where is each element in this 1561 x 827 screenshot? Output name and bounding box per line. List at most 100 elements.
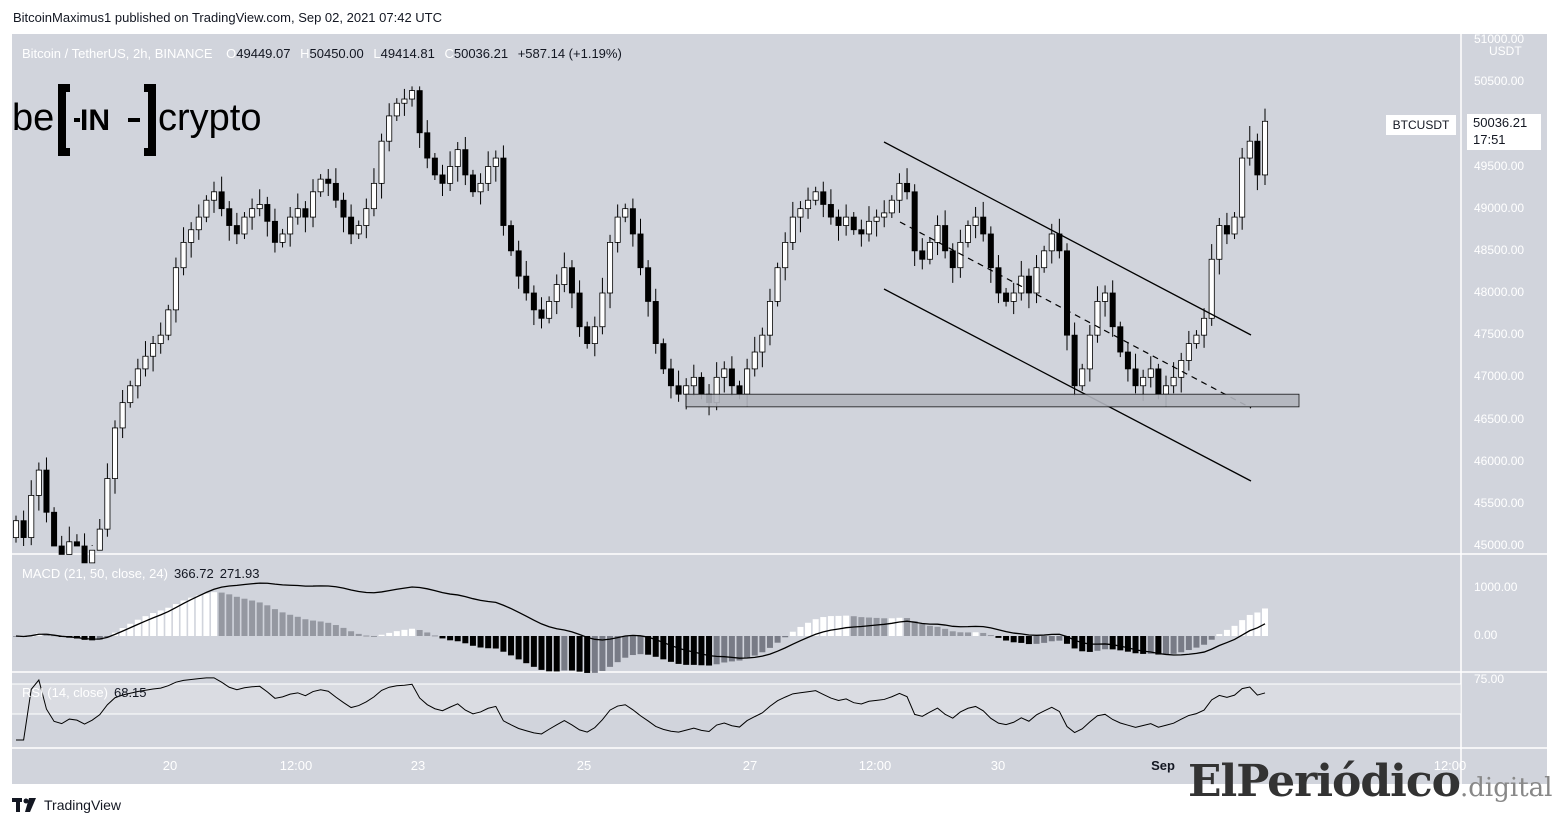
candle-down xyxy=(469,174,476,193)
candle-down xyxy=(942,225,949,252)
macd-histogram-bar xyxy=(660,636,667,660)
candle-up xyxy=(888,199,895,214)
macd-histogram-bar xyxy=(1201,636,1208,645)
currency-label: USDT xyxy=(1489,44,1522,58)
price-tick: 46500.00 xyxy=(1474,411,1525,426)
macd-histogram-bar xyxy=(1109,636,1116,650)
macd-histogram-bar xyxy=(211,592,218,636)
candle-down xyxy=(995,267,1002,294)
macd-histogram-bar xyxy=(1003,636,1010,641)
candle-up xyxy=(477,182,484,193)
macd-histogram-bar xyxy=(279,612,286,636)
candle-down xyxy=(538,309,545,319)
time-tick: 25 xyxy=(576,758,592,773)
macd-histogram-bar xyxy=(637,636,644,655)
last-price: 50036.21 xyxy=(1473,115,1528,130)
macd-histogram-bar xyxy=(622,636,629,658)
macd-histogram-bar xyxy=(873,617,880,636)
candle-up xyxy=(1079,368,1086,387)
candle-down xyxy=(698,376,705,395)
candle-down xyxy=(667,368,674,387)
macd-histogram-bar xyxy=(1254,612,1261,636)
price-tick: 51000.00 xyxy=(1474,32,1525,46)
macd-histogram-bar xyxy=(515,636,522,660)
legend-change: +587.14 (+1.19%) xyxy=(517,46,622,61)
price-tick: 48500.00 xyxy=(1474,242,1525,257)
candle-up xyxy=(378,140,385,184)
support-zone xyxy=(685,393,1300,408)
macd-histogram-bar xyxy=(553,636,560,672)
price-tick: 49500.00 xyxy=(1474,158,1525,173)
candle-up xyxy=(310,191,317,218)
candle-up xyxy=(492,157,499,167)
rsi-band xyxy=(12,684,1461,714)
macd-histogram-bar xyxy=(1063,636,1070,644)
legend-close: 50036.21 xyxy=(453,46,509,61)
symbol-tag: BTCUSDT xyxy=(1386,115,1456,135)
macd-histogram-bar xyxy=(675,636,682,664)
macd-histogram-bar xyxy=(188,597,195,636)
macd-histogram-bar xyxy=(1170,636,1177,654)
macd-histogram-bar xyxy=(1132,636,1139,654)
legend-low: 49414.81 xyxy=(380,46,435,61)
elperiodico-suffix: .digital xyxy=(1460,773,1553,803)
candle-up xyxy=(249,208,256,218)
macd-histogram-bar xyxy=(142,616,149,636)
macd-histogram-bar xyxy=(1140,636,1147,654)
candle-down xyxy=(500,157,507,226)
candle-up xyxy=(1216,225,1223,260)
candle-up xyxy=(127,385,134,404)
rsi-tick-75: 75.00 xyxy=(1474,672,1505,686)
macd-histogram-bar xyxy=(896,617,903,636)
candle-up xyxy=(370,182,377,210)
candle-up xyxy=(1231,216,1238,235)
macd-histogram-bar xyxy=(172,604,179,636)
macd-histogram-bar xyxy=(1056,636,1063,641)
macd-histogram-bar xyxy=(888,618,895,636)
candle-up xyxy=(1086,334,1093,370)
candle-up xyxy=(66,541,73,555)
candle-up xyxy=(1048,233,1055,252)
macd-histogram-bar xyxy=(119,628,126,636)
price-tick: 50500.00 xyxy=(1474,74,1525,89)
macd-histogram-bar xyxy=(355,633,362,636)
price-tick: 45000.00 xyxy=(1474,538,1525,552)
beincrypto-logo-art: be IN crypto xyxy=(12,84,261,156)
macd-histogram-bar xyxy=(363,635,370,637)
macd-histogram-bar xyxy=(797,626,804,636)
macd-histogram-bar xyxy=(348,631,355,636)
candle-down xyxy=(302,208,309,218)
candle-down xyxy=(43,469,50,513)
candle-down xyxy=(576,292,583,328)
macd-histogram-bar xyxy=(881,618,888,636)
candle-down xyxy=(424,132,431,159)
candle-up xyxy=(447,166,454,184)
macd-histogram-bar xyxy=(1033,636,1040,644)
macd-histogram-bar xyxy=(629,636,636,656)
time-tick: 20 xyxy=(162,758,178,773)
candle-down xyxy=(530,292,537,311)
macd-histogram-bar xyxy=(439,636,446,639)
time-tick: 12:00 xyxy=(858,758,892,773)
time-tick: 23 xyxy=(410,758,426,773)
candle-down xyxy=(1132,368,1139,387)
candle-down xyxy=(20,520,27,538)
candle-down xyxy=(584,326,591,345)
candle-down xyxy=(226,208,233,226)
macd-histogram-bar xyxy=(241,598,248,636)
tradingview-brand[interactable]: TradingView xyxy=(12,797,121,813)
candle-down xyxy=(728,368,735,387)
candle-up xyxy=(203,199,210,218)
candle-down xyxy=(348,216,355,235)
macd-histogram-bar xyxy=(1262,608,1268,636)
macd-value1: 366.72 xyxy=(173,566,214,581)
macd-histogram-bar xyxy=(226,594,233,636)
macd-histogram-bar xyxy=(1041,636,1048,643)
macd-histogram-bar xyxy=(1193,636,1200,648)
macd-histogram-bar xyxy=(378,634,385,636)
candle-down xyxy=(850,216,857,231)
candle-up xyxy=(172,267,179,311)
candle-down xyxy=(332,182,339,201)
candle-up xyxy=(1193,334,1200,344)
